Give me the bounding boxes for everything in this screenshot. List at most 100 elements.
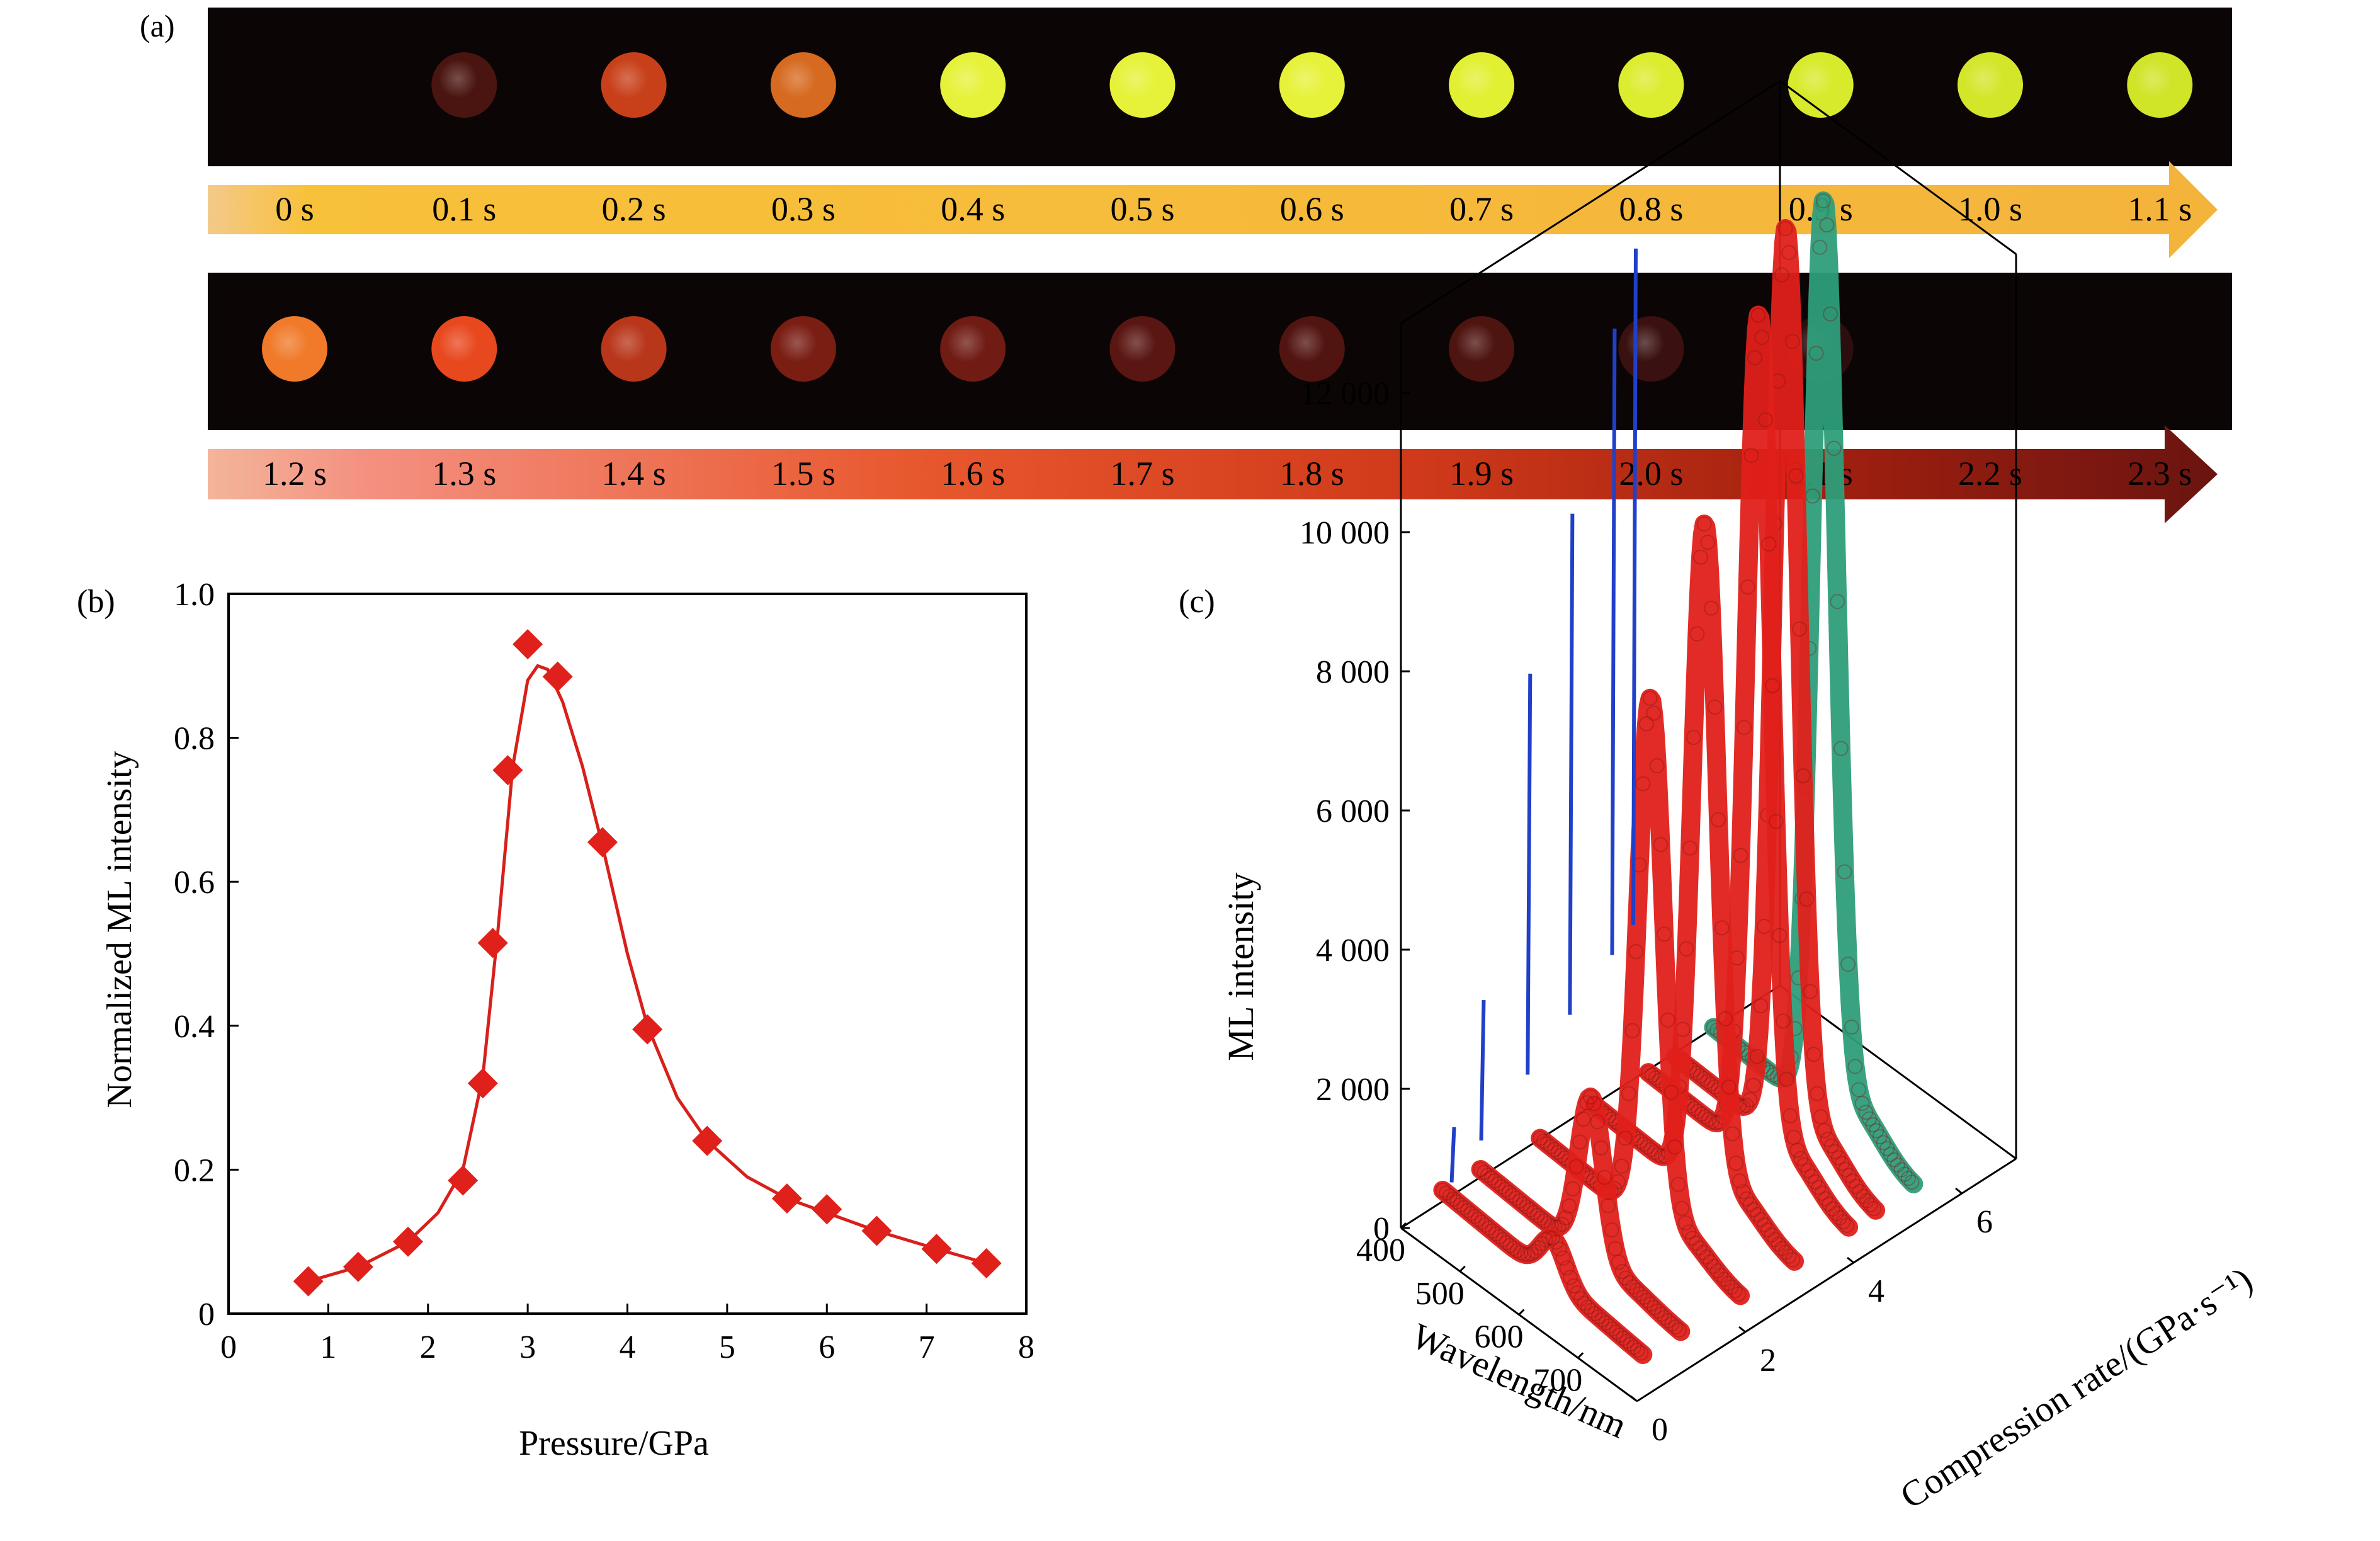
spectrum-bead (1668, 1319, 1684, 1335)
spectrum-bead (1587, 1306, 1603, 1322)
spectrum-bead (1706, 1258, 1721, 1274)
spectrum-bead (1642, 690, 1658, 706)
spectrum-bead (1713, 1267, 1729, 1283)
spectrum-bead (1692, 549, 1708, 565)
spectrum-bead (1692, 1240, 1708, 1256)
spectrum-bead (1463, 1205, 1479, 1221)
y-tick-label: 1.0 (174, 577, 215, 613)
spectrum-bead (1519, 1199, 1534, 1215)
spectrum-bead (1876, 1135, 1891, 1151)
spectrum-bead (1749, 1049, 1765, 1064)
row1-arrow (208, 161, 2218, 258)
spectrum-bead (1590, 1309, 1606, 1324)
spectrum-bead (1816, 1123, 1832, 1139)
spectrum-bead (1559, 1260, 1575, 1276)
data-point (492, 755, 523, 786)
spectrum-bead (1714, 920, 1730, 936)
spectrum-bead (1757, 1217, 1772, 1233)
row2-strip (208, 273, 2232, 430)
spectrum-bead (1819, 217, 1835, 233)
spectrum-bead (1731, 1173, 1747, 1189)
spectrum-bead (1692, 1068, 1708, 1084)
spectrum-bead (1480, 1168, 1495, 1183)
spectrum-bead (1772, 928, 1788, 943)
data-point (921, 1234, 952, 1265)
spectrum-bead (1653, 837, 1669, 853)
ml-spot-glow (1116, 59, 1156, 99)
spectrum-bead (1733, 848, 1748, 863)
spectrum-bead (1771, 1236, 1786, 1252)
spectrum-bead (1660, 1012, 1675, 1028)
spectrum-bead (1823, 1138, 1839, 1154)
spectrum-bead (1640, 1139, 1655, 1155)
spectrum-bead (1628, 944, 1644, 960)
spectrum-bead (1621, 1086, 1636, 1101)
spectrum-bead (1852, 1184, 1867, 1200)
y-tick-label: 0.2 (174, 1152, 215, 1188)
spectrum-bead (1890, 1157, 1905, 1173)
spectrum-bead (1674, 1200, 1690, 1216)
spectrum-bead (1536, 1213, 1552, 1229)
spectrum-bead (1703, 1076, 1719, 1092)
spectrum-bead (1686, 730, 1701, 746)
time-label: 0.2 s (602, 190, 666, 228)
spectrum-bead (1635, 776, 1651, 792)
spectrum-curve (1433, 1181, 1653, 1364)
data-point (692, 1125, 723, 1156)
spectrum-bead (1841, 1168, 1857, 1183)
spectrum-bead (1614, 1264, 1630, 1280)
spectrum-bead (1812, 239, 1828, 255)
spectrum-bead (1799, 891, 1815, 907)
spectrum-bead (1699, 1249, 1714, 1265)
spectrum-bead (1609, 1324, 1624, 1340)
row1-spots (431, 52, 2193, 118)
time-label: 2.3 s (2128, 455, 2192, 492)
spectrum-bead (1533, 1130, 1548, 1146)
spectrum-bead (1527, 1244, 1543, 1260)
spectrum-bead (1750, 307, 1766, 323)
data-point (771, 1183, 802, 1214)
x-tick-label: 1 (320, 1329, 336, 1365)
z-axis-title: ML intensity (1220, 872, 1261, 1061)
spectrum-bead (1886, 1152, 1902, 1168)
spectrum-bead (1543, 1139, 1559, 1154)
spectrum-bead (1900, 1171, 1916, 1186)
ml-spot-glow (777, 322, 817, 363)
time-label: 2.0 s (1619, 455, 1683, 492)
spectrum-bead (1435, 1182, 1451, 1198)
spectrum-bead (1697, 1109, 1713, 1125)
spectrum-bead (1742, 1197, 1758, 1212)
spectrum-bead (1904, 1174, 1920, 1190)
spectrum-bead (1667, 1139, 1682, 1155)
z-tick-label: 4 000 (1316, 933, 1390, 969)
x-tick-label: 700 (1533, 1362, 1582, 1398)
spectrum-bead (1623, 1336, 1638, 1352)
time-label: 1.1 s (2128, 190, 2192, 228)
y-tick-label: 0 (1652, 1412, 1668, 1448)
spectrum-bead (1614, 1158, 1629, 1174)
spectrum-bead (1636, 1289, 1652, 1305)
time-label: 0.7 s (1449, 190, 1514, 228)
spectrum-bead (1568, 1159, 1584, 1174)
spectrum-bead (1837, 864, 1852, 880)
spectrum-bead (1505, 1240, 1521, 1256)
spectrum-bead (1579, 1095, 1595, 1111)
spectrum-bead (1607, 1241, 1623, 1256)
y-tick-label: 4 (1868, 1273, 1884, 1309)
spectrum-bead (1629, 1282, 1645, 1298)
spectrum-bead (1753, 1212, 1769, 1227)
peak-stem (1631, 248, 1638, 926)
spectrum-bead (1636, 1136, 1652, 1152)
spectrum-bead (1477, 1217, 1493, 1233)
spectrum-bead (1618, 1270, 1634, 1286)
x-tick (1459, 1265, 1466, 1272)
time-label: 1.2 s (263, 455, 327, 492)
spectrum-bead (1577, 1295, 1592, 1311)
spectrum-bead (1534, 1236, 1550, 1251)
spectrum-bead (1682, 840, 1698, 856)
y-tick (1630, 1395, 1638, 1402)
ml-spot-glow (947, 322, 987, 363)
spectrum-bead (1498, 1181, 1514, 1197)
spectrum-bead (1538, 1232, 1553, 1248)
spectrum-bead (1629, 1342, 1645, 1358)
